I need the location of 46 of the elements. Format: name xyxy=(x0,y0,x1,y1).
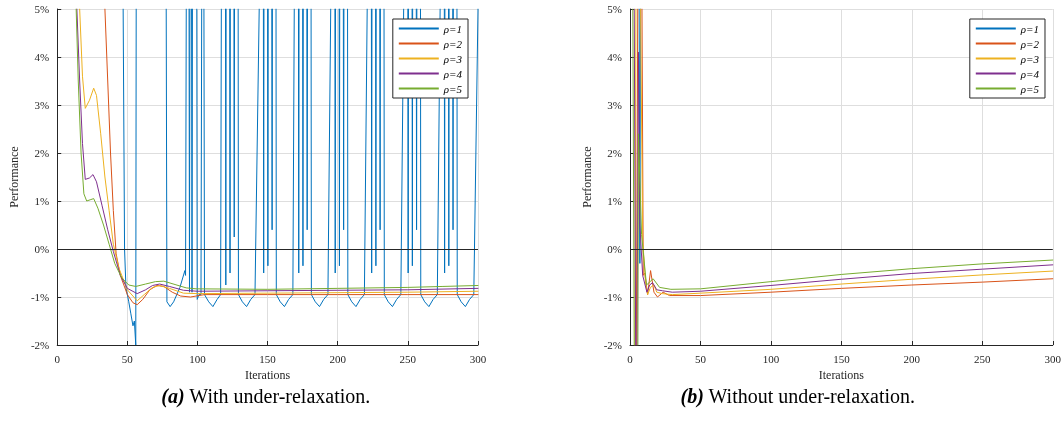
y-tick-label: 2% xyxy=(607,147,622,159)
y-tick-label: -2% xyxy=(30,339,50,351)
x-tick-label: 300 xyxy=(469,352,487,365)
y-tick-label: 4% xyxy=(34,51,50,63)
y-tick-label: 5% xyxy=(607,3,622,15)
x-tick-label: 100 xyxy=(189,352,207,365)
x-tick-label: 300 xyxy=(1044,352,1062,365)
text: (a) With under-relaxation. xyxy=(161,385,371,408)
legend-label: ρ=5 xyxy=(1019,82,1040,95)
y-axis-title: Performance xyxy=(579,146,594,208)
x-tick-label: 50 xyxy=(121,352,134,365)
legend-label: ρ=4 xyxy=(442,67,463,80)
y-tick-label: 0% xyxy=(34,243,50,255)
y-tick-label: 0% xyxy=(607,243,622,255)
legend-label: ρ=3 xyxy=(1019,52,1040,65)
text: (b) Without under-relaxation. xyxy=(680,385,916,408)
x-tick-label: 200 xyxy=(903,352,921,365)
legend-label: ρ=4 xyxy=(1019,67,1040,80)
y-tick-label: -2% xyxy=(603,339,622,351)
x-tick-label: 50 xyxy=(694,352,707,365)
y-tick-label: 1% xyxy=(34,195,50,207)
x-tick-label: 150 xyxy=(833,352,851,365)
x-axis-title: Iterations xyxy=(818,367,865,382)
y-tick-label: -1% xyxy=(30,291,50,303)
x-tick-label: 0 xyxy=(627,352,634,365)
x-tick-label: 200 xyxy=(329,352,347,365)
x-tick-label: 100 xyxy=(762,352,780,365)
y-tick-label: 3% xyxy=(34,99,50,111)
legend-label: ρ=1 xyxy=(442,22,462,35)
y-tick-label: 1% xyxy=(607,195,622,207)
y-tick-label: -1% xyxy=(603,291,622,303)
x-tick-label: 150 xyxy=(259,352,277,365)
legend-label: ρ=2 xyxy=(1019,37,1040,50)
legend-label: ρ=3 xyxy=(442,52,463,65)
y-tick-label: 4% xyxy=(607,51,622,63)
x-axis-title: Iterations xyxy=(244,367,291,382)
legend-label: ρ=1 xyxy=(1019,22,1039,35)
legend-label: ρ=5 xyxy=(442,82,463,95)
y-tick-label: 5% xyxy=(34,3,50,15)
x-tick-label: 250 xyxy=(974,352,992,365)
x-tick-label: 250 xyxy=(399,352,417,365)
y-axis-title: Performance xyxy=(7,146,21,208)
legend-label: ρ=2 xyxy=(442,37,463,50)
x-tick-label: 0 xyxy=(54,352,61,365)
y-tick-label: 3% xyxy=(607,99,622,111)
y-tick-label: 2% xyxy=(34,147,50,159)
